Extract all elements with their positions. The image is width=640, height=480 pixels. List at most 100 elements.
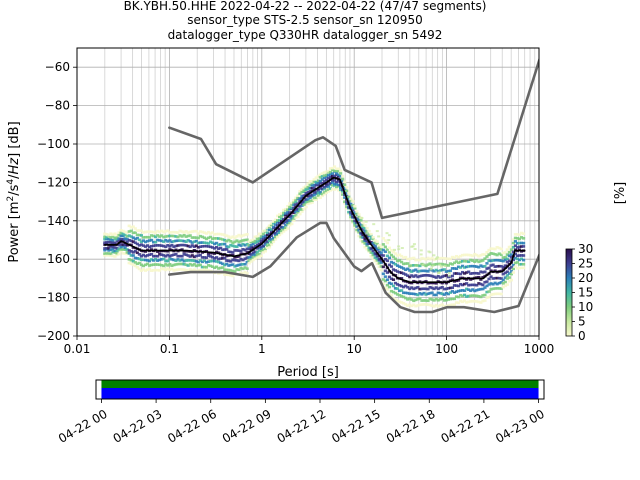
psd-cell [397, 253, 402, 257]
psd-cell [123, 233, 127, 237]
psd-cell [330, 168, 335, 172]
psd-cell [511, 241, 516, 245]
psd-cell [127, 224, 131, 228]
psd-cell [221, 253, 225, 257]
psd-cell [143, 235, 148, 239]
psd-cell [454, 284, 459, 287]
psd-cell [229, 263, 233, 267]
psd-cell [308, 201, 312, 205]
psd-cell [458, 293, 463, 297]
psd-cell [249, 260, 253, 263]
psd-cell [115, 251, 119, 255]
psd-cell [326, 177, 331, 180]
psd-cell [156, 259, 160, 262]
y-tick-label: −140 [37, 214, 70, 228]
psd-cell [465, 260, 469, 263]
psd-cell [154, 254, 158, 258]
psd-cell [221, 238, 225, 241]
psd-cell [200, 241, 204, 244]
psd-cell [121, 244, 125, 248]
x-tick-label: 10 [347, 342, 362, 356]
psd-cell [414, 264, 418, 267]
psd-cell [503, 284, 507, 288]
psd-cell [416, 264, 420, 267]
psd-cell [117, 233, 121, 237]
psd-cell [135, 233, 139, 237]
psd-cell [430, 286, 434, 290]
psd-cell [513, 261, 518, 265]
psd-cell [389, 253, 394, 257]
psd-cell [196, 232, 200, 235]
psd-cell [251, 238, 255, 242]
psd-cell [369, 247, 373, 250]
psd-outlier-cell [393, 248, 397, 251]
psd-cell [239, 271, 243, 275]
psd-cell [491, 287, 495, 291]
psd-cell [109, 245, 113, 248]
psd-cell [477, 254, 481, 258]
psd-cell [385, 248, 389, 251]
psd-cell [166, 229, 170, 232]
psd-cell [408, 257, 412, 261]
psd-cell [373, 259, 377, 263]
psd-cell [210, 237, 215, 240]
psd-cell [454, 301, 459, 304]
psd-cell [174, 239, 178, 243]
psd-cell [247, 243, 251, 247]
psd-cell [119, 245, 123, 249]
psd-cell [467, 294, 471, 298]
psd-cell [353, 211, 357, 214]
psd-cell [290, 206, 294, 210]
psd-cell [475, 283, 479, 287]
psd-cell [286, 227, 290, 230]
psd-cell [105, 252, 109, 255]
psd-cell [373, 241, 377, 244]
y-tick-label: −160 [37, 252, 70, 266]
psd-cell [190, 244, 194, 247]
psd-cell [324, 178, 328, 182]
psd-cell [172, 258, 176, 262]
psd-cell [402, 291, 406, 295]
psd-cell [154, 263, 158, 266]
psd-cell [491, 277, 495, 280]
psd-cell [404, 284, 408, 288]
psd-cell [198, 268, 202, 272]
psd-cell [154, 244, 158, 247]
psd-cell [505, 253, 509, 256]
psd-cell [251, 242, 255, 246]
psd-cell [178, 229, 182, 233]
psd-cell [495, 258, 499, 262]
psd-cell [113, 236, 117, 240]
psd-cell [483, 257, 487, 260]
psd-cell [162, 257, 166, 261]
psd-cell [404, 268, 408, 272]
psd-cell [233, 236, 237, 240]
psd-cell [351, 221, 355, 224]
x-tick-label: 1 [258, 342, 266, 356]
psd-cell [487, 277, 491, 281]
psd-cell [353, 205, 357, 208]
psd-cell [361, 221, 365, 225]
psd-cell [204, 244, 209, 248]
psd-cell [336, 188, 341, 192]
psd-cell [519, 236, 524, 239]
psd-outlier-cell [447, 274, 451, 277]
psd-cell [320, 192, 324, 196]
psd-cell [259, 247, 263, 251]
psd-cell [460, 294, 465, 298]
psd-outlier-cell [397, 245, 401, 248]
psd-cell [162, 240, 166, 243]
psd-cell [497, 259, 501, 262]
psd-cell [196, 264, 200, 267]
psd-cell [198, 263, 202, 267]
psd-cell [308, 186, 312, 190]
psd-cell [361, 236, 365, 239]
psd-cell [412, 292, 416, 296]
psd-cell [261, 244, 265, 248]
psd-cell [129, 250, 133, 253]
psd-cell [406, 257, 410, 261]
psd-cell [434, 276, 438, 279]
psd-cell [200, 256, 204, 259]
psd-cell [255, 237, 259, 240]
psd-cell [491, 292, 495, 296]
